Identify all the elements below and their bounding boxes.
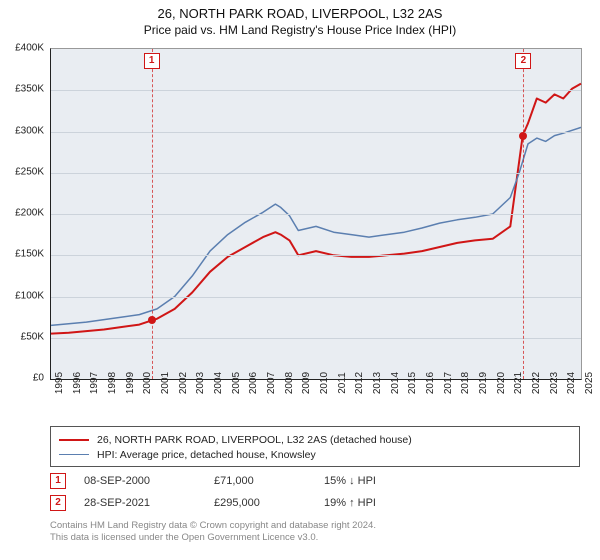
footer-line: This data is licensed under the Open Gov…	[50, 532, 580, 544]
x-axis: 1995199619971998199920002001200220032004…	[50, 380, 580, 430]
y-tick-label: £200K	[15, 208, 44, 219]
x-tick-label: 2010	[319, 372, 330, 394]
x-tick-label: 2023	[549, 372, 560, 394]
x-tick-label: 2019	[478, 372, 489, 394]
transaction-price: £71,000	[214, 475, 324, 487]
x-tick-label: 1997	[89, 372, 100, 394]
x-tick-label: 2012	[354, 372, 365, 394]
marker-badge: 2	[515, 53, 531, 69]
x-tick-label: 2009	[301, 372, 312, 394]
y-tick-label: £50K	[21, 331, 44, 342]
x-tick-label: 2005	[231, 372, 242, 394]
transaction-index: 1	[50, 473, 66, 489]
x-tick-label: 2004	[213, 372, 224, 394]
gridline	[51, 297, 581, 298]
y-tick-label: £300K	[15, 125, 44, 136]
transaction-vs-hpi: 19% ↑ HPI	[324, 497, 444, 509]
gridline	[51, 132, 581, 133]
x-tick-label: 2016	[425, 372, 436, 394]
transaction-row: 2 28-SEP-2021£295,00019% ↑ HPI	[50, 492, 580, 514]
plot-area: 12	[50, 48, 582, 380]
marker-dot	[148, 316, 156, 324]
x-tick-label: 2001	[160, 372, 171, 394]
marker-badge: 1	[144, 53, 160, 69]
x-tick-label: 2021	[513, 372, 524, 394]
gridline	[51, 255, 581, 256]
x-tick-label: 2024	[566, 372, 577, 394]
transaction-table: 1 08-SEP-2000£71,00015% ↓ HPI 2 28-SEP-2021…	[50, 470, 580, 514]
chart-title: 26, NORTH PARK ROAD, LIVERPOOL, L32 2AS	[0, 6, 600, 21]
y-tick-label: £0	[33, 373, 44, 384]
legend-item: 26, NORTH PARK ROAD, LIVERPOOL, L32 2AS …	[59, 432, 571, 447]
y-axis: £0£50K£100K£150K£200K£250K£300K£350K£400…	[0, 48, 48, 378]
marker-line	[152, 49, 153, 379]
legend-label: HPI: Average price, detached house, Know…	[97, 449, 316, 461]
transaction-row: 1 08-SEP-2000£71,00015% ↓ HPI	[50, 470, 580, 492]
transaction-price: £295,000	[214, 497, 324, 509]
x-tick-label: 1998	[107, 372, 118, 394]
y-tick-label: £350K	[15, 84, 44, 95]
title-block: 26, NORTH PARK ROAD, LIVERPOOL, L32 2AS …	[0, 0, 600, 37]
x-tick-label: 2017	[443, 372, 454, 394]
x-tick-label: 2025	[584, 372, 595, 394]
x-tick-label: 2003	[195, 372, 206, 394]
chart-subtitle: Price paid vs. HM Land Registry's House …	[0, 23, 600, 37]
legend-label: 26, NORTH PARK ROAD, LIVERPOOL, L32 2AS …	[97, 434, 412, 446]
x-tick-label: 2011	[337, 372, 348, 394]
gridline	[51, 214, 581, 215]
y-tick-label: £100K	[15, 290, 44, 301]
chart-container: 26, NORTH PARK ROAD, LIVERPOOL, L32 2AS …	[0, 0, 600, 560]
legend: 26, NORTH PARK ROAD, LIVERPOOL, L32 2AS …	[50, 426, 580, 467]
x-tick-label: 2007	[266, 372, 277, 394]
transaction-date: 28-SEP-2021	[84, 497, 214, 509]
y-tick-label: £250K	[15, 166, 44, 177]
x-tick-label: 2018	[460, 372, 471, 394]
legend-swatch	[59, 439, 89, 441]
marker-dot	[519, 132, 527, 140]
y-tick-label: £400K	[15, 43, 44, 54]
footer-attribution: Contains HM Land Registry data © Crown c…	[50, 520, 580, 544]
transaction-vs-hpi: 15% ↓ HPI	[324, 475, 444, 487]
marker-line	[523, 49, 524, 379]
x-tick-label: 2000	[142, 372, 153, 394]
x-tick-label: 1999	[125, 372, 136, 394]
x-tick-label: 1995	[54, 372, 65, 394]
gridline	[51, 338, 581, 339]
x-tick-label: 1996	[72, 372, 83, 394]
footer-line: Contains HM Land Registry data © Crown c…	[50, 520, 580, 532]
legend-item: HPI: Average price, detached house, Know…	[59, 447, 571, 462]
gridline	[51, 173, 581, 174]
x-tick-label: 2014	[390, 372, 401, 394]
x-tick-label: 2006	[248, 372, 259, 394]
x-tick-label: 2013	[372, 372, 383, 394]
x-tick-label: 2020	[496, 372, 507, 394]
gridline	[51, 90, 581, 91]
transaction-date: 08-SEP-2000	[84, 475, 214, 487]
legend-swatch	[59, 454, 89, 455]
x-tick-label: 2002	[178, 372, 189, 394]
x-tick-label: 2015	[407, 372, 418, 394]
transaction-index: 2	[50, 495, 66, 511]
x-tick-label: 2022	[531, 372, 542, 394]
x-tick-label: 2008	[284, 372, 295, 394]
y-tick-label: £150K	[15, 249, 44, 260]
